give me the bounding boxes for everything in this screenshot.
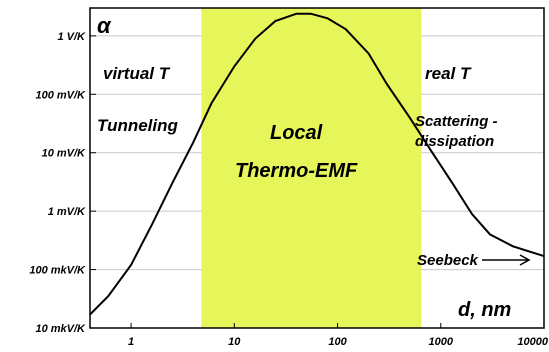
annotation-thermo-emf: Thermo-EMF [235,160,358,182]
annotation-scattering: Scattering - [415,113,498,130]
x-tick-label: 10000 [517,336,548,348]
x-tick-label: 10 [228,336,241,348]
y-tick-label: 1 mV/K [48,206,86,218]
seebeck-arrow-icon [482,254,531,266]
annotation-dissipation: dissipation [415,133,494,150]
annotation-tunneling: Tunneling [97,116,179,135]
annotation-seebeck: Seebeck [417,252,479,269]
annotation-real-t: real T [425,64,472,83]
y-tick-label: 100 mkV/K [29,265,86,277]
plot-frame [89,7,545,329]
y-tick-labels: 10 mkV/K 100 mkV/K 1 mV/K 10 mV/K 100 mV/K 1 … [29,31,96,335]
y-tick-label: 10 mV/K [42,148,86,160]
x-tick-label: 1 [128,336,134,348]
x-tick-labels: 1 10 100 1000 10000 [128,323,549,348]
alpha-symbol: α [97,13,112,38]
x-tick-label: 100 [328,336,347,348]
x-tick-label: 1000 [429,336,454,348]
annotation-local: Local [270,122,323,144]
y-tick-label: 10 mkV/K [35,323,86,335]
y-tick-label: 100 mV/K [35,89,86,101]
x-axis-label: d, nm [458,299,511,321]
annotation-virtual-t: virtual T [103,64,171,83]
y-tick-label: 1 V/K [57,31,86,43]
series-line [89,12,545,316]
